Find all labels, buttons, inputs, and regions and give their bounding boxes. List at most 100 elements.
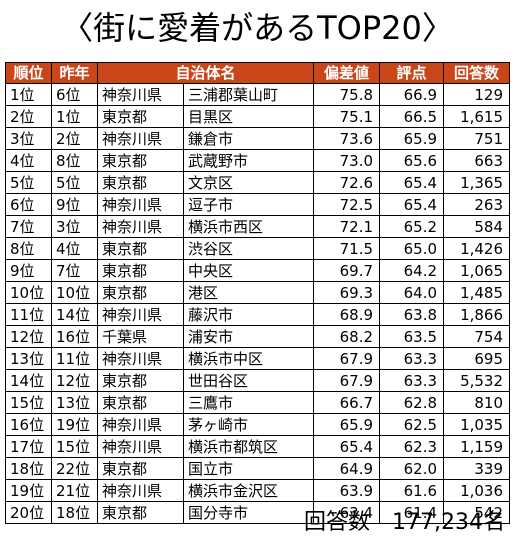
cell-response-count: 1,485 bbox=[443, 281, 511, 304]
cell-rank: 18位 bbox=[5, 457, 52, 480]
column-header-response-count: 回答数 bbox=[443, 62, 511, 84]
cell-deviation-score: 75.8 bbox=[313, 83, 381, 106]
cell-deviation-score: 63.9 bbox=[313, 479, 381, 502]
column-header-rank: 順位 bbox=[5, 62, 52, 84]
cell-city: 文京区 bbox=[182, 171, 315, 194]
table-row: 14位 12位 東京都 世田谷区 67.9 63.3 5,532 bbox=[5, 369, 511, 392]
cell-response-count: 129 bbox=[443, 83, 511, 106]
total-responses: 回答数 177,234名 bbox=[304, 508, 505, 538]
table-row: 10位 10位 東京都 港区 69.3 64.0 1,485 bbox=[5, 281, 511, 304]
cell-city: 国立市 bbox=[182, 457, 315, 480]
cell-rating: 66.5 bbox=[379, 105, 445, 128]
column-header-previous-rank: 昨年 bbox=[51, 62, 98, 84]
table-row: 9位 7位 東京都 中央区 69.7 64.2 1,065 bbox=[5, 259, 511, 282]
cell-deviation-score: 69.7 bbox=[313, 259, 381, 282]
cell-response-count: 1,866 bbox=[443, 303, 511, 326]
cell-response-count: 695 bbox=[443, 347, 511, 370]
page-title: 〈街に愛着があるTOP20〉 bbox=[61, 9, 454, 47]
cell-response-count: 263 bbox=[443, 193, 511, 216]
cell-rank: 2位 bbox=[5, 105, 52, 128]
cell-rank: 1位 bbox=[5, 83, 52, 106]
cell-previous-rank: 3位 bbox=[51, 215, 98, 238]
cell-prefecture: 神奈川県 bbox=[97, 435, 184, 458]
cell-rating: 63.3 bbox=[379, 369, 445, 392]
cell-rating: 62.0 bbox=[379, 457, 445, 480]
cell-rating: 65.0 bbox=[379, 237, 445, 260]
cell-rank: 12位 bbox=[5, 325, 52, 348]
cell-rating: 66.9 bbox=[379, 83, 445, 106]
cell-previous-rank: 1位 bbox=[51, 105, 98, 128]
cell-response-count: 1,365 bbox=[443, 171, 511, 194]
cell-prefecture: 東京都 bbox=[97, 391, 184, 414]
cell-previous-rank: 7位 bbox=[51, 259, 98, 282]
cell-previous-rank: 5位 bbox=[51, 171, 98, 194]
total-responses-label: 回答数 bbox=[304, 510, 371, 535]
cell-prefecture: 東京都 bbox=[97, 105, 184, 128]
cell-prefecture: 神奈川県 bbox=[97, 413, 184, 436]
cell-rating: 63.3 bbox=[379, 347, 445, 370]
cell-rank: 10位 bbox=[5, 281, 52, 304]
cell-prefecture: 東京都 bbox=[97, 281, 184, 304]
table-row: 12位 16位 千葉県 浦安市 68.2 63.5 754 bbox=[5, 325, 511, 348]
cell-response-count: 754 bbox=[443, 325, 511, 348]
cell-city: 浦安市 bbox=[182, 325, 315, 348]
cell-previous-rank: 10位 bbox=[51, 281, 98, 304]
cell-city: 国分寺市 bbox=[182, 501, 315, 524]
cell-previous-rank: 13位 bbox=[51, 391, 98, 414]
cell-city: 茅ヶ崎市 bbox=[182, 413, 315, 436]
cell-deviation-score: 73.0 bbox=[313, 149, 381, 172]
cell-response-count: 1,615 bbox=[443, 105, 511, 128]
cell-deviation-score: 63.4 bbox=[313, 501, 381, 524]
cell-rank: 20位 bbox=[5, 501, 52, 524]
column-header-municipality: 自治体名 bbox=[96, 62, 315, 84]
cell-previous-rank: 16位 bbox=[51, 325, 98, 348]
cell-prefecture: 東京都 bbox=[97, 259, 184, 282]
cell-rating: 65.9 bbox=[379, 127, 445, 150]
cell-rank: 4位 bbox=[5, 149, 52, 172]
column-header-rating: 評点 bbox=[379, 62, 445, 84]
table-row: 18位 22位 東京都 国立市 64.9 62.0 339 bbox=[5, 457, 511, 480]
cell-rank: 13位 bbox=[5, 347, 52, 370]
cell-rank: 7位 bbox=[5, 215, 52, 238]
cell-deviation-score: 68.2 bbox=[313, 325, 381, 348]
cell-prefecture: 東京都 bbox=[97, 369, 184, 392]
cell-deviation-score: 69.3 bbox=[313, 281, 381, 304]
table-row: 15位 13位 東京都 三鷹市 66.7 62.8 810 bbox=[5, 391, 511, 414]
ranking-table: 順位 昨年 自治体名 偏差値 評点 回答数 1位 6位 神奈川県 三浦郡葉山町 75.8… bbox=[5, 62, 511, 524]
cell-deviation-score: 65.9 bbox=[313, 413, 381, 436]
cell-city: 藤沢市 bbox=[182, 303, 315, 326]
column-header-deviation-score: 偏差値 bbox=[313, 62, 381, 84]
table-header-row: 順位 昨年 自治体名 偏差値 評点 回答数 bbox=[5, 62, 511, 84]
cell-rank: 17位 bbox=[5, 435, 52, 458]
table-row: 8位 4位 東京都 渋谷区 71.5 65.0 1,426 bbox=[5, 237, 511, 260]
table-row: 5位 5位 東京都 文京区 72.6 65.4 1,365 bbox=[5, 171, 511, 194]
cell-prefecture: 東京都 bbox=[97, 171, 184, 194]
cell-prefecture: 神奈川県 bbox=[97, 193, 184, 216]
cell-rating: 61.6 bbox=[379, 479, 445, 502]
cell-prefecture: 千葉県 bbox=[97, 325, 184, 348]
cell-rating: 65.4 bbox=[379, 171, 445, 194]
cell-rank: 8位 bbox=[5, 237, 52, 260]
cell-response-count: 542 bbox=[443, 501, 511, 524]
table-row: 2位 1位 東京都 目黒区 75.1 66.5 1,615 bbox=[5, 105, 511, 128]
table-row: 6位 9位 神奈川県 逗子市 72.5 65.4 263 bbox=[5, 193, 511, 216]
cell-rating: 63.8 bbox=[379, 303, 445, 326]
cell-response-count: 1,065 bbox=[443, 259, 511, 282]
cell-rank: 14位 bbox=[5, 369, 52, 392]
cell-previous-rank: 12位 bbox=[51, 369, 98, 392]
cell-previous-rank: 11位 bbox=[51, 347, 98, 370]
cell-city: 三鷹市 bbox=[182, 391, 315, 414]
cell-prefecture: 神奈川県 bbox=[97, 215, 184, 238]
cell-prefecture: 東京都 bbox=[97, 149, 184, 172]
cell-city: 渋谷区 bbox=[182, 237, 315, 260]
cell-previous-rank: 2位 bbox=[51, 127, 98, 150]
cell-rank: 5位 bbox=[5, 171, 52, 194]
cell-deviation-score: 75.1 bbox=[313, 105, 381, 128]
cell-deviation-score: 67.9 bbox=[313, 347, 381, 370]
cell-prefecture: 東京都 bbox=[97, 457, 184, 480]
cell-previous-rank: 14位 bbox=[51, 303, 98, 326]
cell-previous-rank: 19位 bbox=[51, 413, 98, 436]
cell-rank: 19位 bbox=[5, 479, 52, 502]
cell-deviation-score: 72.6 bbox=[313, 171, 381, 194]
cell-rating: 64.0 bbox=[379, 281, 445, 304]
